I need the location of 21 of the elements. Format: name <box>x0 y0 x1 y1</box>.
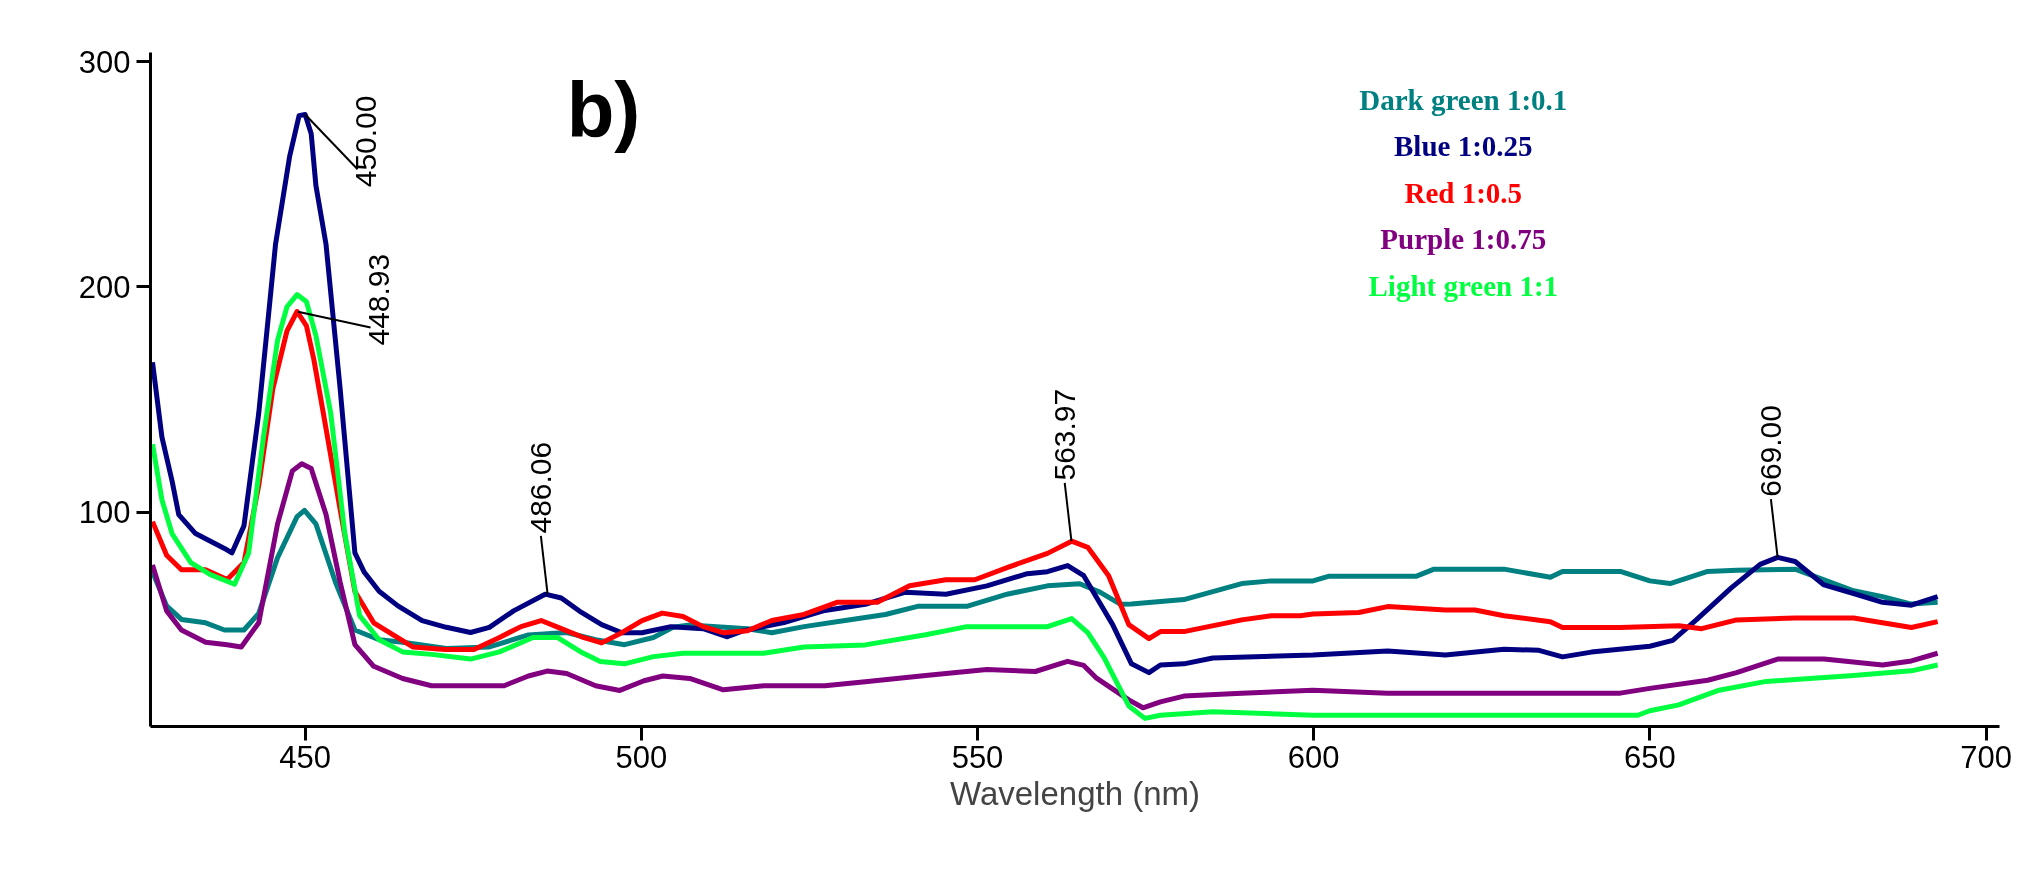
x-tick-label: 500 <box>615 739 668 775</box>
x-tick-label: 650 <box>1624 739 1676 775</box>
x-tick-label: 550 <box>951 739 1004 775</box>
annotation: 669.00 <box>1753 405 1787 497</box>
text: Red 1:0.5 <box>1404 176 1523 209</box>
annotation: 450.00 <box>348 95 382 188</box>
annotation: 563.97 <box>1047 388 1081 481</box>
annotation: 486.06 <box>523 441 557 534</box>
annotation: b) <box>566 65 641 154</box>
x-tick-label: 450 <box>279 739 332 775</box>
y-tick-label: 300 <box>78 44 131 80</box>
x-tick-label: 700 <box>1960 739 2012 775</box>
x-tick-label: 600 <box>1287 739 1340 775</box>
annotation: 448.93 <box>361 253 395 346</box>
x-axis-title: Wavelength (nm) <box>949 774 1201 812</box>
y-tick-label: 100 <box>78 495 131 531</box>
text: Blue 1:0.25 <box>1394 130 1533 163</box>
text: Light green 1:1 <box>1368 269 1559 302</box>
text: Purple 1:0.75 <box>1380 223 1547 256</box>
y-tick-label: 200 <box>78 269 131 305</box>
text: Dark green 1:0.1 <box>1359 83 1568 116</box>
